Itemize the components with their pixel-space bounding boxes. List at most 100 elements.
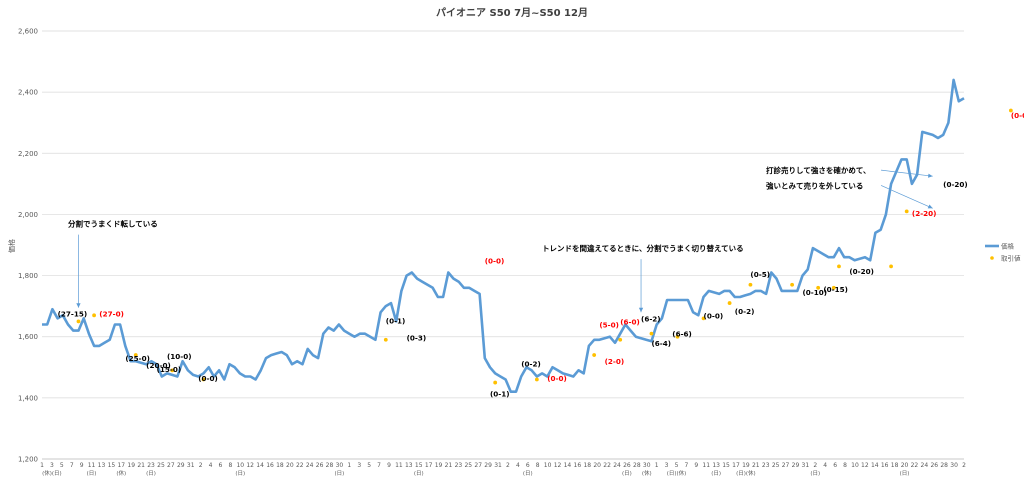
note-text: 分割でうまくド転している bbox=[68, 219, 158, 229]
x-tick-label: 23 bbox=[762, 462, 770, 469]
x-tick-label: 14 bbox=[871, 462, 879, 469]
x-tick-label: 4 bbox=[209, 462, 213, 469]
x-tick-label: 29 bbox=[792, 462, 800, 469]
annotation-label: (0-1) bbox=[386, 316, 406, 325]
annotation-label: (27-15) bbox=[58, 310, 88, 319]
annotation-label: (6-4) bbox=[651, 339, 671, 348]
note-text: 打診売りして強さを確かめて、 bbox=[766, 165, 870, 175]
annotation-label: (0-10) bbox=[803, 288, 828, 297]
annotation-label: (0-15) bbox=[823, 285, 848, 294]
x-tick-label: 2 bbox=[199, 462, 203, 469]
x-tick-label: 21 bbox=[752, 462, 760, 469]
annotation-label: (27-0) bbox=[99, 310, 124, 319]
x-tick-label: 14 bbox=[256, 462, 264, 469]
legend-label-price: 価格 bbox=[1001, 242, 1015, 251]
x-sub-label: (日) bbox=[523, 470, 533, 477]
annotation-label: (0-1) bbox=[490, 390, 510, 399]
x-tick-label: 6 bbox=[833, 462, 837, 469]
x-tick-label: 11 bbox=[88, 462, 96, 469]
note-arrowhead bbox=[638, 307, 644, 313]
x-tick-label: 18 bbox=[583, 462, 591, 469]
x-sub-labels: (休)(日) (日) (休) (日) (日) (日) (日) (日) (日) (休) (日)(休)(… bbox=[42, 469, 909, 477]
x-sub-label: (日) bbox=[335, 470, 345, 477]
annotation-label: (20-0) bbox=[146, 361, 171, 370]
x-tick-label: 30 bbox=[643, 462, 651, 469]
x-tick-label: 23 bbox=[147, 462, 155, 469]
x-tick-label: 9 bbox=[80, 462, 84, 469]
annotation-label: (0-0) bbox=[198, 374, 218, 383]
x-tick-label: 15 bbox=[415, 462, 423, 469]
x-tick-label: 6 bbox=[219, 462, 223, 469]
annotation-label: (0-0) bbox=[1011, 111, 1024, 120]
annotation-label: (2-20) bbox=[912, 209, 937, 218]
x-tick-label: 8 bbox=[228, 462, 232, 469]
trade-point bbox=[904, 209, 909, 214]
trade-point bbox=[592, 353, 597, 357]
trade-point bbox=[133, 353, 138, 357]
trade-point bbox=[727, 301, 732, 305]
legend-label-trade: 取引値 bbox=[1001, 254, 1021, 263]
x-tick-label: 31 bbox=[187, 462, 195, 469]
x-tick-label: 22 bbox=[603, 462, 611, 469]
x-tick-label: 5 bbox=[60, 462, 64, 469]
trade-point bbox=[748, 282, 753, 287]
x-tick-label: 19 bbox=[435, 462, 443, 469]
note-arrowhead bbox=[927, 204, 933, 209]
x-tick-label: 21 bbox=[137, 462, 145, 469]
note-arrow bbox=[881, 169, 933, 177]
x-sub-label: (日) bbox=[87, 470, 97, 477]
trade-point bbox=[837, 264, 841, 269]
x-sub-label: (休) bbox=[642, 469, 652, 477]
trade-point bbox=[76, 319, 81, 324]
x-tick-label: 4 bbox=[516, 462, 520, 469]
x-tick-label: 29 bbox=[484, 462, 492, 469]
x-tick-label: 31 bbox=[494, 462, 502, 469]
x-tick-label: 29 bbox=[177, 462, 185, 469]
x-tick-label: 13 bbox=[712, 462, 720, 469]
x-tick-label: 10 bbox=[236, 462, 244, 469]
trade-point bbox=[1008, 108, 1013, 113]
x-tick-label: 25 bbox=[157, 462, 165, 469]
x-tick-label: 5 bbox=[675, 462, 679, 469]
x-tick-label: 8 bbox=[536, 462, 540, 469]
trade-point bbox=[701, 316, 706, 321]
x-tick-label: 24 bbox=[306, 462, 314, 469]
x-tick-label: 2 bbox=[962, 462, 966, 469]
x-tick-label: 19 bbox=[742, 462, 750, 469]
annotation-label: (6-2) bbox=[641, 314, 661, 323]
x-tick-label: 3 bbox=[665, 462, 669, 469]
note-text: トレンドを間違えてるときに、分割でうまく切り替えている bbox=[542, 243, 744, 253]
note-arrowhead bbox=[928, 173, 933, 178]
x-tick-label: 10 bbox=[851, 462, 859, 469]
x-tick-label: 3 bbox=[50, 462, 54, 469]
x-tick-label: 22 bbox=[296, 462, 304, 469]
trade-point bbox=[649, 331, 654, 336]
series-line-price bbox=[42, 78, 965, 393]
x-tick-label: 20 bbox=[286, 462, 294, 469]
x-tick-label: 2 bbox=[813, 462, 817, 469]
x-tick-label: 6 bbox=[526, 462, 530, 469]
annotation-label: (2-0) bbox=[605, 357, 625, 366]
x-tick-label: 11 bbox=[702, 462, 710, 469]
x-tick-label: 1 bbox=[655, 462, 659, 469]
y-tick-label: 1,800 bbox=[18, 272, 38, 280]
x-sub-label: (日) bbox=[235, 470, 245, 477]
x-tick-label: 5 bbox=[367, 462, 371, 469]
note-text: 強いとみて売りを外している bbox=[766, 180, 863, 190]
annotation-label: (25-0) bbox=[125, 354, 150, 363]
trade-point bbox=[170, 368, 175, 373]
legend-point-swatch bbox=[990, 256, 994, 260]
x-tick-label: 25 bbox=[772, 462, 780, 469]
x-tick-label: 20 bbox=[901, 462, 909, 469]
y-tick-label: 2,000 bbox=[18, 211, 38, 219]
trade-point bbox=[201, 377, 206, 382]
x-tick-label: 7 bbox=[684, 462, 688, 469]
x-sub-label: (日) bbox=[900, 470, 910, 477]
trade-point bbox=[816, 285, 821, 290]
x-tick-label: 9 bbox=[387, 462, 391, 469]
x-sub-label: (日)(休) bbox=[667, 469, 687, 477]
annotation-label: (0-20) bbox=[943, 180, 968, 189]
trade-point bbox=[675, 334, 680, 339]
x-tick-label: 12 bbox=[246, 462, 254, 469]
